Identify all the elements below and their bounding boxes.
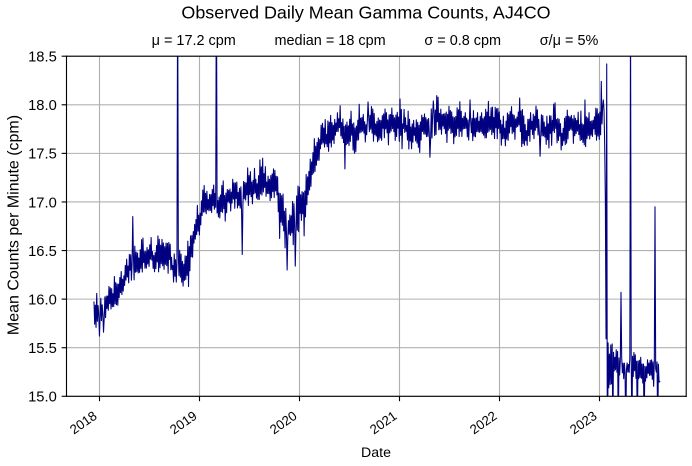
svg-text:18.5: 18.5	[28, 50, 57, 66]
svg-text:σ = 0.8 cpm: σ = 0.8 cpm	[424, 33, 501, 49]
svg-text:μ = 17.2 cpm: μ = 17.2 cpm	[152, 33, 236, 49]
svg-text:Date: Date	[361, 445, 391, 461]
svg-text:18.0: 18.0	[28, 98, 57, 114]
svg-text:σ/μ = 5%: σ/μ = 5%	[540, 33, 599, 49]
svg-text:15.0: 15.0	[28, 390, 57, 406]
svg-text:17.0: 17.0	[28, 195, 57, 211]
svg-text:16.0: 16.0	[28, 292, 57, 308]
svg-text:15.5: 15.5	[28, 341, 57, 357]
svg-text:Mean Counts per Minute (cpm): Mean Counts per Minute (cpm)	[5, 115, 22, 335]
svg-text:Observed Daily Mean Gamma Coun: Observed Daily Mean Gamma Counts, AJ4CO	[181, 3, 550, 23]
svg-text:16.5: 16.5	[28, 244, 57, 260]
svg-text:17.5: 17.5	[28, 147, 57, 163]
svg-text:median = 18 cpm: median = 18 cpm	[274, 33, 385, 49]
